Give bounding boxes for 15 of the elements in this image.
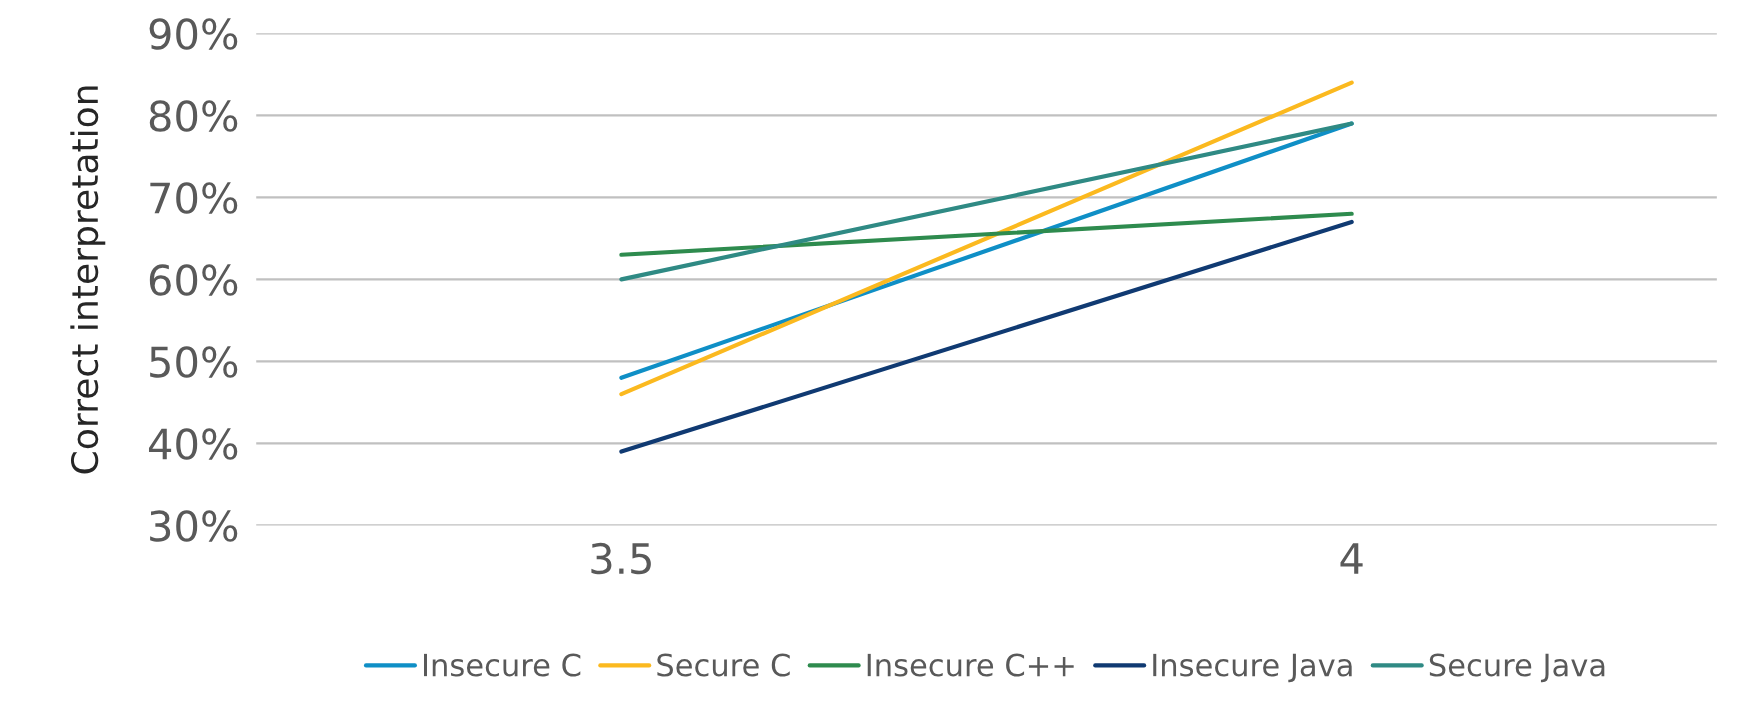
y-axis-title: Correct interpretation [70, 86, 106, 474]
legend-label: Secure Java [1429, 653, 1605, 683]
legend-label: Insecure Java [1153, 653, 1352, 683]
legend-label: Insecure C [423, 653, 581, 677]
legend-label: Secure C [657, 653, 790, 677]
x-tick-label: 3.5 [591, 542, 651, 575]
y-tick-label: 60% [149, 264, 238, 296]
y-tick-label: 70% [150, 182, 238, 214]
y-tick-label: 50% [150, 346, 238, 378]
legend-label: Insecure C++ [867, 653, 1074, 677]
y-tick-label: 80% [149, 100, 238, 132]
x-tick-label: 4 [1340, 543, 1363, 574]
y-tick-label: 90% [149, 18, 238, 50]
y-tick-label: 30% [150, 510, 238, 542]
y-tick-label: 40% [148, 428, 238, 460]
